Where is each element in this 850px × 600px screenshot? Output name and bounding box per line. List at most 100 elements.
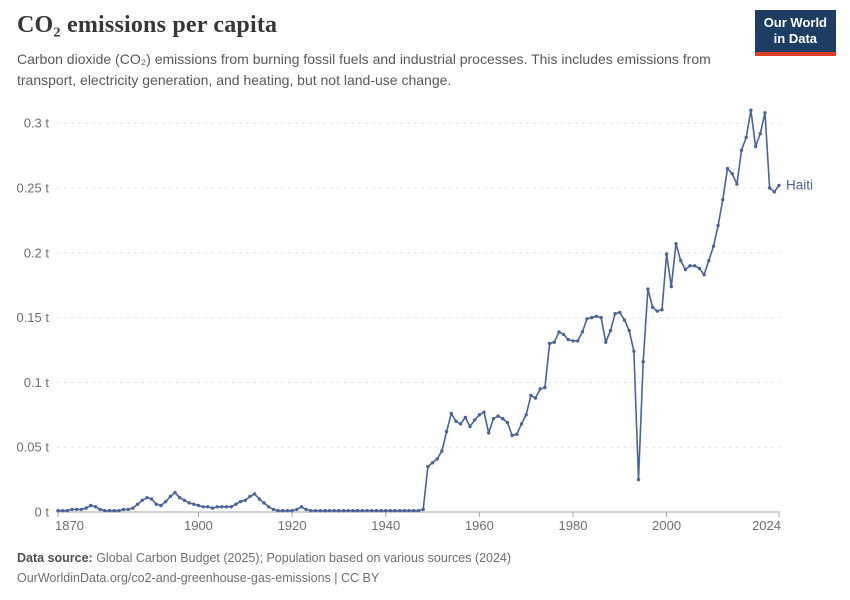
data-point-marker[interactable] [454, 419, 458, 423]
data-point-marker[interactable] [103, 509, 107, 513]
data-point-marker[interactable] [164, 499, 168, 504]
data-point-marker[interactable] [674, 242, 678, 246]
data-point-marker[interactable] [149, 497, 154, 501]
data-point-marker[interactable] [271, 507, 276, 512]
data-point-marker[interactable] [725, 166, 730, 171]
data-point-marker[interactable] [201, 505, 205, 509]
data-point-marker[interactable] [753, 144, 758, 149]
data-point-marker[interactable] [98, 507, 102, 512]
data-point-marker[interactable] [576, 339, 580, 343]
data-point-marker[interactable] [697, 266, 702, 271]
data-point-marker[interactable] [547, 341, 552, 346]
data-point-marker[interactable] [323, 509, 327, 513]
data-point-marker[interactable] [374, 509, 379, 513]
data-point-marker[interactable] [557, 330, 561, 334]
series-label-haiti[interactable]: Haiti [786, 177, 813, 192]
data-point-marker[interactable] [220, 505, 224, 509]
data-point-marker[interactable] [304, 507, 308, 512]
data-point-marker[interactable] [299, 505, 304, 509]
data-point-marker[interactable] [641, 360, 645, 364]
data-point-marker[interactable] [730, 172, 734, 176]
data-point-marker[interactable] [65, 509, 70, 513]
data-point-marker[interactable] [749, 108, 753, 112]
owid-logo[interactable]: Our World in Data [754, 10, 836, 56]
data-point-marker[interactable] [393, 509, 397, 513]
data-point-marker[interactable] [622, 318, 627, 322]
data-point-marker[interactable] [238, 499, 243, 504]
data-point-marker[interactable] [332, 509, 336, 513]
data-point-marker[interactable] [192, 502, 196, 506]
data-point-marker[interactable] [744, 135, 748, 140]
data-point-marker[interactable] [533, 396, 538, 400]
data-point-marker[interactable] [426, 464, 430, 469]
data-point-marker[interactable] [491, 417, 496, 421]
data-point-marker[interactable] [529, 393, 533, 398]
data-point-marker[interactable] [182, 498, 187, 502]
data-point-marker[interactable] [477, 413, 482, 417]
data-point-marker[interactable] [243, 498, 247, 502]
data-point-marker[interactable] [75, 507, 79, 512]
data-point-marker[interactable] [154, 502, 158, 506]
data-point-marker[interactable] [196, 503, 201, 508]
data-point-marker[interactable] [711, 244, 716, 248]
data-point-marker[interactable] [84, 506, 88, 510]
data-point-marker[interactable] [341, 509, 346, 513]
data-point-marker[interactable] [440, 449, 444, 453]
data-point-marker[interactable] [594, 314, 599, 318]
data-point-marker[interactable] [463, 415, 467, 420]
data-point-marker[interactable] [187, 501, 191, 505]
data-point-marker[interactable] [552, 340, 556, 344]
data-point-marker[interactable] [772, 190, 776, 194]
data-point-marker[interactable] [604, 340, 608, 344]
data-point-marker[interactable] [360, 509, 364, 513]
haiti-line[interactable] [57, 109, 780, 512]
data-point-marker[interactable] [295, 507, 299, 512]
data-point-marker[interactable] [590, 315, 594, 320]
data-point-marker[interactable] [430, 461, 435, 465]
data-point-marker[interactable] [519, 422, 524, 426]
data-point-marker[interactable] [608, 328, 613, 333]
data-point-marker[interactable] [416, 509, 421, 513]
data-point-marker[interactable] [683, 267, 688, 272]
data-point-marker[interactable] [355, 509, 360, 513]
data-point-marker[interactable] [140, 498, 144, 502]
data-point-marker[interactable] [121, 507, 126, 512]
data-point-marker[interactable] [412, 509, 416, 513]
data-point-marker[interactable] [721, 198, 725, 202]
data-point-marker[interactable] [618, 310, 622, 315]
data-point-marker[interactable] [702, 273, 706, 277]
data-point-marker[interactable] [407, 509, 411, 513]
data-point-marker[interactable] [346, 509, 350, 513]
data-point-marker[interactable] [435, 457, 439, 461]
data-point-marker[interactable] [561, 332, 566, 337]
data-point-marker[interactable] [281, 509, 285, 513]
data-point-marker[interactable] [739, 148, 744, 153]
data-point-marker[interactable] [313, 509, 318, 513]
data-point-marker[interactable] [468, 424, 472, 429]
data-point-marker[interactable] [524, 413, 528, 417]
data-point-marker[interactable] [402, 509, 407, 513]
data-point-marker[interactable] [309, 509, 313, 513]
data-point-marker[interactable] [379, 509, 383, 513]
data-point-marker[interactable] [421, 507, 425, 512]
data-point-marker[interactable] [660, 308, 664, 312]
data-point-marker[interactable] [70, 507, 74, 512]
data-point-marker[interactable] [669, 284, 673, 289]
data-point-marker[interactable] [510, 433, 514, 438]
data-point-marker[interactable] [655, 309, 659, 313]
data-point-marker[interactable] [646, 287, 650, 291]
data-point-marker[interactable] [365, 509, 369, 513]
data-point-marker[interactable] [613, 312, 617, 316]
data-point-marker[interactable] [168, 494, 173, 499]
data-point-marker[interactable] [632, 349, 636, 353]
data-point-marker[interactable] [210, 506, 215, 510]
data-point-marker[interactable] [215, 505, 219, 509]
data-point-marker[interactable] [89, 503, 93, 508]
haiti-series[interactable] [56, 108, 781, 513]
data-point-marker[interactable] [449, 411, 453, 416]
data-point-marker[interactable] [458, 422, 463, 426]
data-point-marker[interactable] [501, 417, 505, 421]
data-point-marker[interactable] [566, 337, 570, 342]
data-point-marker[interactable] [370, 509, 374, 513]
data-point-marker[interactable] [56, 509, 60, 513]
